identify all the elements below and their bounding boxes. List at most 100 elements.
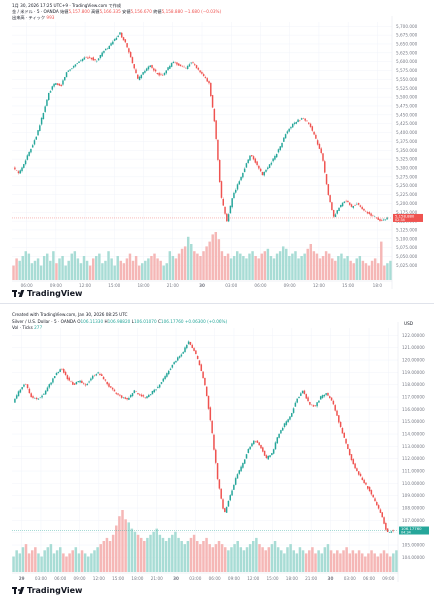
candle-body (213, 108, 216, 122)
last-price-badge (399, 526, 429, 535)
candle-body (325, 393, 327, 395)
candle-body (135, 69, 137, 74)
candle-body (210, 82, 212, 97)
candle-body (352, 206, 355, 208)
volume-bar (155, 528, 159, 572)
volume-bar (385, 553, 389, 572)
candle-body (249, 155, 251, 161)
volume-bar (139, 537, 143, 572)
candle-body (23, 164, 25, 168)
candle-body (80, 60, 82, 62)
candle-body (74, 64, 77, 67)
volume-bar (386, 263, 389, 280)
candle-body (163, 72, 166, 76)
volume-bar (321, 256, 325, 280)
candle-body (153, 389, 155, 393)
candle-body (288, 128, 290, 132)
y-tick-label: 5,275.000 (396, 174, 418, 179)
chart-legend: Silver / U.S. Dollar · 5 · OANDA O106.11… (12, 319, 227, 324)
candle-body (341, 428, 344, 434)
volume-bar (144, 260, 147, 280)
volume-bar (272, 258, 276, 280)
candle-body (225, 506, 228, 513)
candle-body (58, 83, 61, 86)
volume-bar (105, 537, 109, 572)
candle-body (220, 181, 223, 198)
y-tick-label: 5,475.000 (396, 103, 418, 108)
gold-price-chart[interactable]: 5,700.000 5,675.000 5,650.000 5,625.000 5,60… (0, 0, 434, 298)
volume-bar (196, 253, 199, 280)
candle-body (68, 377, 70, 381)
candle-body (283, 423, 286, 428)
candle-body (366, 212, 369, 214)
volume-bar (143, 541, 146, 572)
volume-bar (88, 265, 92, 280)
candle-body (290, 127, 292, 129)
volume-bar (358, 256, 362, 280)
volume-label[interactable]: Vol · Ticks (12, 325, 33, 330)
candle-body (350, 204, 353, 207)
candle-body (341, 202, 344, 207)
candle-body (231, 198, 233, 208)
currency-label[interactable]: USD (404, 321, 413, 326)
symbol-label[interactable]: 金 / 米ドル · 5 · OANDA (12, 9, 59, 14)
x-tick-label: 15:00 (112, 576, 124, 581)
volume-bar (111, 534, 115, 572)
candle-body (61, 369, 63, 371)
candle-body (261, 171, 264, 176)
volume-bar (67, 260, 70, 280)
volume-bar (318, 258, 322, 280)
candle-body (160, 73, 162, 75)
candle-body (379, 219, 381, 221)
volume-bar (130, 528, 134, 572)
volume-bar (71, 550, 74, 572)
candle-body (262, 447, 264, 452)
silver-price-chart[interactable]: 122.00000 121.00000 120.00000 119.00000 118.… (0, 310, 434, 598)
candle-body (330, 397, 333, 401)
y-tick-label: 5,575.000 (396, 68, 418, 73)
volume-bar (119, 260, 123, 280)
volume-bar (115, 525, 118, 572)
volume-bar (349, 260, 352, 280)
candle-body (243, 168, 246, 173)
candle-body (196, 355, 199, 359)
volume-bar (303, 253, 306, 280)
candle-body (347, 200, 349, 203)
candle-body (179, 64, 182, 67)
volume-bar (373, 553, 376, 572)
symbol-label[interactable]: Silver / U.S. Dollar · 5 · OANDA (12, 319, 76, 324)
candle-body (224, 206, 226, 214)
volume-bar (180, 248, 184, 280)
volume-bar (24, 251, 28, 280)
volume-bar (21, 547, 25, 572)
candle-body (285, 421, 288, 425)
volume-bar (125, 258, 129, 280)
volume-bar (159, 260, 162, 280)
volume-label[interactable]: 出来高 · ティック (12, 15, 46, 20)
volume-bar (55, 263, 58, 280)
x-tick-label: 18:00 (131, 576, 143, 581)
volume-bar (158, 534, 162, 572)
candle-body (386, 217, 388, 220)
candle-body (390, 531, 393, 533)
x-tick-label: 18:00 (286, 576, 298, 581)
volume-bar (315, 253, 319, 280)
candle-body (119, 32, 121, 35)
y-tick-label: 115.00000 (402, 419, 425, 424)
volume-bar (127, 522, 130, 572)
volume-bar (133, 531, 137, 572)
candle-body (305, 394, 307, 399)
volume-bar (42, 256, 46, 280)
candle-body (329, 195, 331, 203)
candle-body (42, 112, 45, 120)
candle-body (170, 63, 173, 67)
candle-body (247, 449, 250, 453)
candle-body (215, 120, 217, 139)
volume-bar (229, 258, 233, 280)
volume-bar (186, 541, 190, 572)
candle-body (30, 148, 32, 153)
candle-body (236, 474, 239, 479)
candle-body (272, 158, 274, 162)
candle-body (218, 159, 221, 182)
candle-body (327, 184, 330, 195)
